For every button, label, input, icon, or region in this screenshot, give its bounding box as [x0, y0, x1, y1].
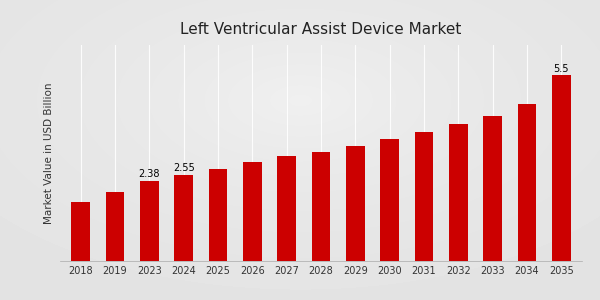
Bar — [380, 139, 399, 261]
Bar — [311, 152, 331, 261]
Title: Left Ventricular Assist Device Market: Left Ventricular Assist Device Market — [181, 22, 461, 37]
Bar — [174, 175, 193, 261]
Bar — [346, 146, 365, 261]
Y-axis label: Market Value in USD Billion: Market Value in USD Billion — [44, 82, 55, 224]
Bar — [71, 202, 90, 261]
Text: 5.5: 5.5 — [554, 64, 569, 74]
Bar — [209, 169, 227, 261]
Bar — [106, 192, 124, 261]
Text: 2.55: 2.55 — [173, 163, 194, 173]
Bar — [518, 104, 536, 261]
Bar — [449, 124, 468, 261]
Bar — [140, 181, 159, 261]
Bar — [415, 132, 433, 261]
Bar — [552, 75, 571, 261]
Text: 2.38: 2.38 — [139, 169, 160, 179]
Bar — [277, 156, 296, 261]
Bar — [483, 116, 502, 261]
Bar — [243, 162, 262, 261]
